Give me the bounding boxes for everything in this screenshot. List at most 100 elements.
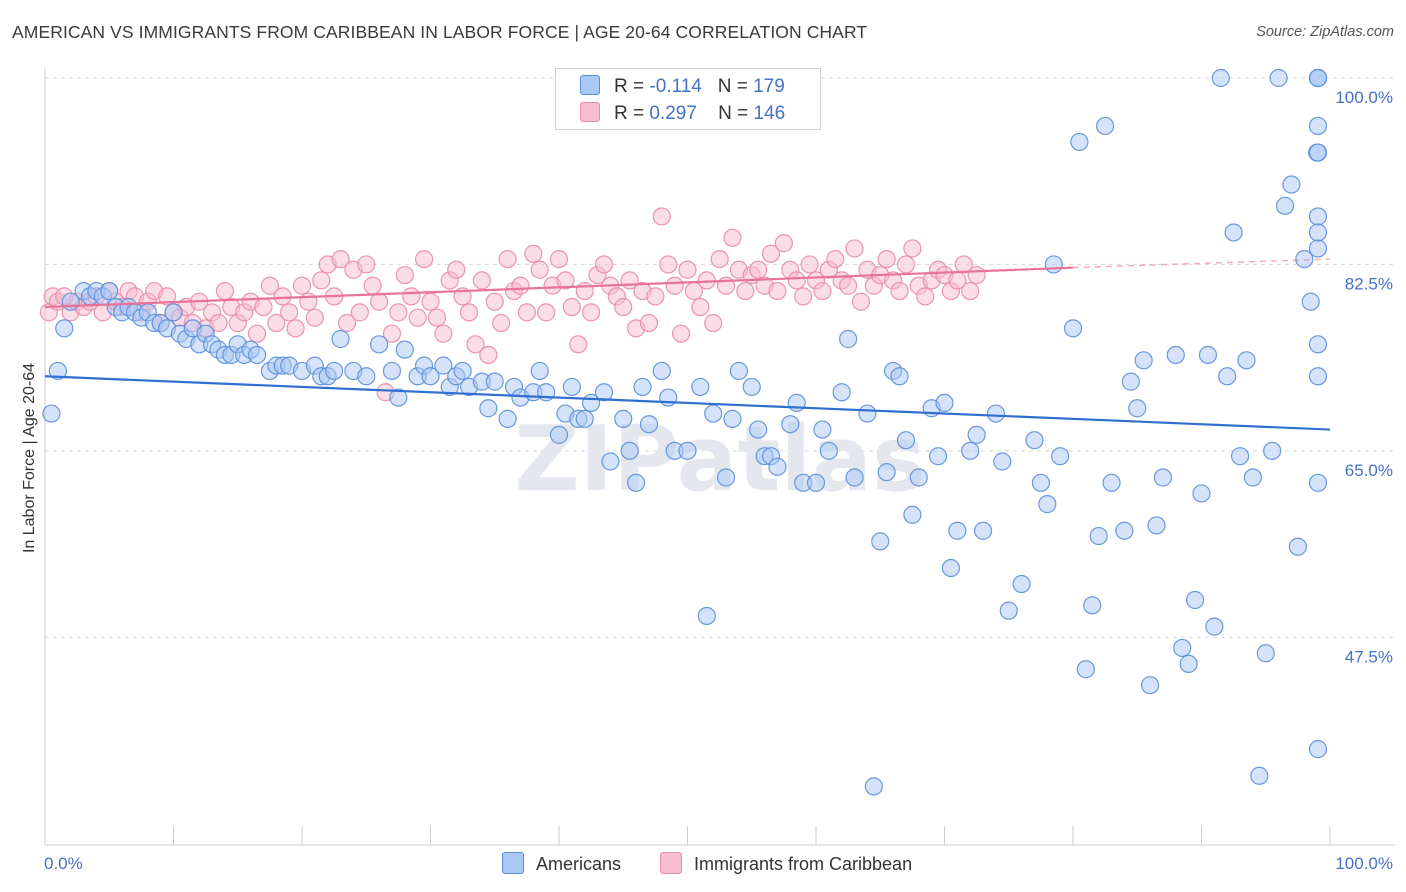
caribbean-point-104 [704, 313, 723, 333]
americans-point-63 [530, 361, 549, 381]
americans-trend-line [44, 375, 1331, 431]
caribbean-point-64 [447, 260, 466, 279]
americans-point-142 [1166, 345, 1185, 365]
americans-point-175 [1308, 143, 1328, 162]
caribbean-point-19 [157, 287, 177, 306]
americans-point-139 [1140, 676, 1160, 695]
caribbean-point-74 [511, 276, 530, 295]
americans-point-148 [1205, 617, 1224, 636]
caribbean-point-117 [787, 271, 806, 290]
caribbean-point-118 [794, 287, 813, 306]
caribbean-point-40 [292, 276, 312, 295]
r-value-caribbean: 0.297 [649, 103, 697, 124]
caribbean-point-82 [562, 297, 581, 317]
americans-point-85 [716, 468, 736, 487]
americans-point-116 [961, 441, 980, 460]
americans-point-100 [839, 329, 858, 349]
americans-point-144 [1179, 654, 1198, 674]
americans-point-59 [498, 409, 517, 428]
americans-point-86 [723, 409, 742, 428]
caribbean-point-97 [659, 255, 678, 274]
americans-point-141 [1153, 468, 1173, 487]
americans-point-121 [999, 601, 1018, 620]
americans-point-77 [639, 415, 659, 434]
americans-point-96 [806, 473, 826, 492]
y-tick-label-0: 47.5% [1345, 647, 1393, 666]
americans-point-94 [787, 393, 806, 413]
bottom-legend-caribbean: Immigrants from Caribbean [660, 852, 912, 876]
r-value-americans: -0.114 [649, 76, 702, 97]
caribbean-point-85 [582, 303, 601, 322]
americans-point-151 [1224, 223, 1243, 242]
americans-point-161 [1288, 537, 1307, 556]
americans-point-97 [813, 420, 832, 439]
caribbean-point-70 [485, 292, 504, 311]
caribbean-point-66 [459, 303, 479, 322]
caribbean-point-56 [395, 265, 414, 285]
caribbean-point-143 [954, 255, 973, 274]
americans-point-83 [697, 606, 716, 626]
americans-point-127 [1051, 447, 1070, 466]
americans-point-46 [389, 388, 408, 407]
americans-point-118 [973, 521, 993, 540]
americans-point-162 [1295, 249, 1314, 269]
caribbean-point-28 [215, 281, 234, 301]
n-label-2: N = [718, 103, 749, 124]
caribbean-point-105 [710, 249, 729, 269]
americans-point-8 [100, 281, 119, 301]
americans-point-74 [620, 441, 639, 460]
stats-legend: R = -0.114 N = 179 R = 0.297 N = 146 [555, 68, 821, 130]
americans-point-2 [55, 319, 74, 338]
caribbean-trend-extension [1072, 258, 1331, 269]
caribbean-point-60 [421, 292, 440, 311]
americans-point-93 [781, 415, 800, 434]
caribbean-point-100 [678, 260, 697, 279]
americans-point-172 [1308, 116, 1328, 136]
caribbean-point-113 [761, 244, 781, 263]
caribbean-point-54 [382, 324, 402, 343]
legend-row-caribbean: R = 0.297 N = 146 [580, 102, 785, 126]
caribbean-point-72 [498, 249, 517, 269]
americans-point-75 [626, 473, 646, 492]
axes [44, 68, 1395, 846]
americans-point-147 [1198, 345, 1218, 365]
caribbean-point-27 [209, 313, 228, 333]
americans-point-51 [434, 356, 453, 375]
caribbean-point-134 [896, 255, 916, 274]
americans-point-69 [575, 409, 594, 428]
americans-point-160 [1282, 175, 1301, 194]
caribbean-point-68 [472, 271, 491, 290]
americans-point-31 [247, 345, 267, 365]
americans-point-129 [1070, 132, 1089, 152]
caribbean-point-121 [813, 281, 832, 301]
series-caribbean-points [39, 207, 986, 402]
caribbean-point-131 [877, 249, 896, 269]
r-label-1: R = [614, 76, 645, 97]
americans-point-82 [691, 377, 710, 397]
x-tick-label-0: 0.0% [44, 854, 83, 873]
americans-point-102 [858, 404, 877, 423]
americans-point-145 [1185, 590, 1205, 610]
americans-point-65 [549, 425, 569, 444]
x-tick-labels: 0.0% 100.0% [44, 854, 1393, 873]
series-americans-points [42, 68, 1328, 796]
caribbean-point-38 [280, 303, 299, 322]
caribbean-point-127 [851, 292, 871, 311]
caribbean-point-137 [916, 287, 935, 306]
americans-point-130 [1076, 660, 1095, 679]
r-label-2: R = [614, 103, 645, 124]
caribbean-point-125 [839, 276, 858, 295]
caribbean-point-47 [337, 313, 357, 333]
americans-point-154 [1243, 468, 1263, 487]
americans-point-99 [832, 383, 851, 402]
americans-point-153 [1237, 351, 1256, 370]
caribbean-point-69 [479, 345, 498, 365]
caribbean-point-61 [427, 308, 447, 327]
americans-point-72 [601, 452, 620, 471]
americans-point-98 [819, 441, 838, 460]
bottom-americans-swatch [502, 852, 524, 874]
americans-point-105 [877, 463, 896, 482]
caribbean-point-99 [671, 324, 691, 343]
caribbean-point-42 [305, 308, 324, 327]
